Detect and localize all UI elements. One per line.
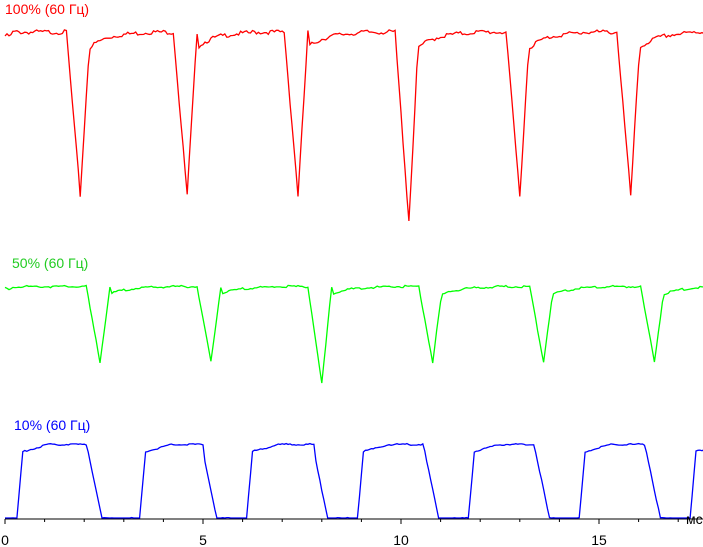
series-label: 10% (60 Гц) [14,417,90,433]
x-tick-label: 0 [1,532,9,547]
series-label-layer: 100% (60 Гц) 50% (60 Гц) 10% (60 Гц) [5,1,90,433]
series-line [4,284,703,384]
x-tick-layer: 051015202530 [1,519,679,547]
series-label: 50% (60 Гц) [12,255,88,271]
series-layer [4,29,703,519]
x-tick-label: 10 [393,532,409,547]
series-line [5,442,703,519]
series-line [4,29,703,222]
x-axis-unit-label: мс [686,511,703,527]
x-tick-label: 15 [591,532,607,547]
series-label: 100% (60 Гц) [5,1,89,17]
x-tick-label: 5 [199,532,207,547]
